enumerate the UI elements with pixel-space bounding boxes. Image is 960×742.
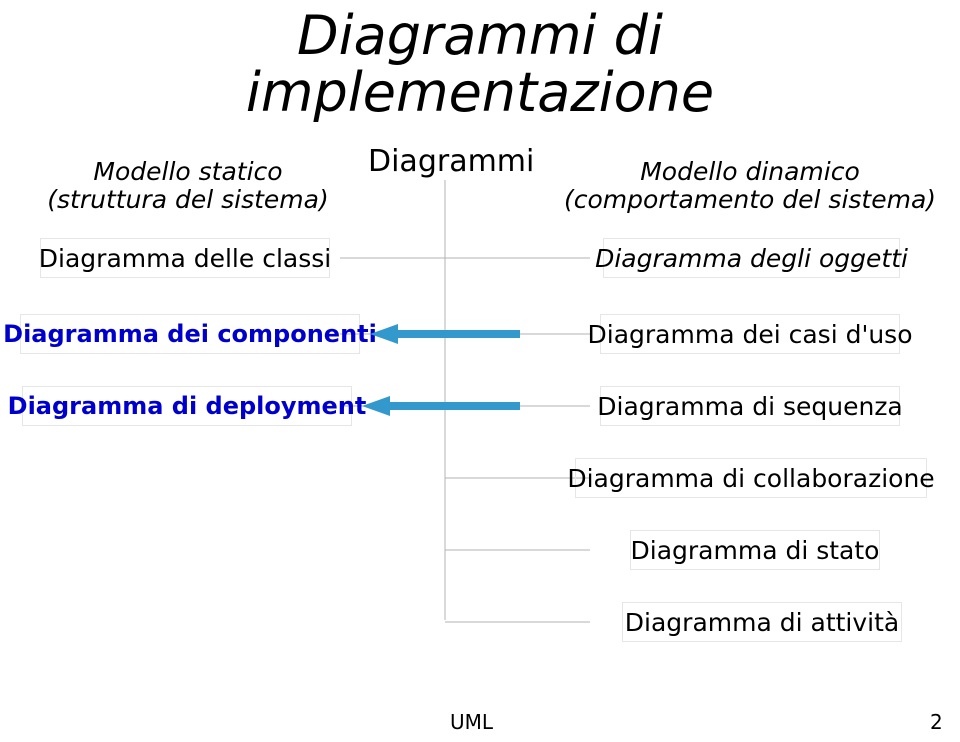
arrow-0 <box>370 324 520 344</box>
page-number: 2 <box>930 710 943 734</box>
footer-right-text: 2 <box>930 710 943 734</box>
footer-label: UML <box>450 710 493 734</box>
arrow-1 <box>362 396 520 416</box>
highlight-arrows <box>0 0 960 742</box>
footer-left-text: UML <box>450 710 493 734</box>
